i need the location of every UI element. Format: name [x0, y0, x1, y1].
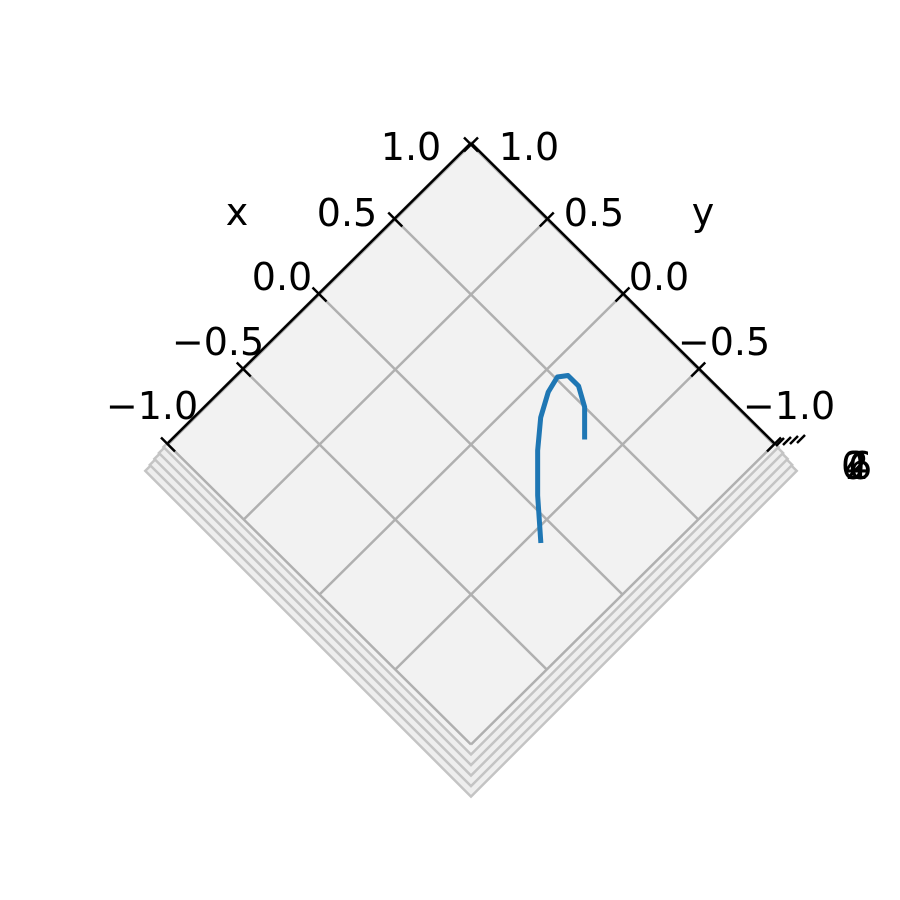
x-tick-label: −0.5: [172, 320, 264, 364]
x-tick-label: 0.0: [252, 255, 312, 299]
y-tick-label: 0.5: [564, 191, 624, 235]
x-gridline-3: [394, 218, 700, 521]
x-tick-label: 0.5: [317, 191, 377, 235]
pane-stack: [143, 140, 799, 799]
series: [535, 373, 588, 544]
z-tick-label: 0: [841, 444, 865, 488]
x-axis-label: x: [226, 190, 249, 234]
x-tick-2: [311, 286, 328, 303]
x-tick-3: [387, 211, 404, 228]
series-line-0: [535, 373, 588, 544]
z-tick-label: 6: [848, 444, 872, 488]
y-tick-2: [614, 286, 631, 303]
z-tick-2: [789, 435, 799, 445]
y-tick-1: [690, 361, 707, 378]
z-tick-label: 4: [844, 444, 868, 488]
z-tick-3: [796, 434, 806, 444]
y-gridline-3: [242, 218, 548, 521]
z-tick-0: [775, 437, 785, 447]
y-tick-label: 1.0: [499, 125, 559, 169]
y-tick-3: [538, 211, 555, 228]
x-tick-label: 1.0: [381, 125, 441, 169]
z-tick-1: [782, 436, 792, 446]
x-tick-0: [160, 436, 176, 453]
y-tick-label: −0.5: [678, 320, 770, 364]
y-tick-4: [463, 136, 479, 153]
y-axis-label: y: [692, 190, 715, 234]
y-tick-label: 0.0: [629, 255, 689, 299]
x-tick-1: [235, 361, 252, 378]
axes: [160, 136, 806, 453]
z-tick-label: 2: [845, 444, 869, 488]
y-tick-0: [766, 436, 782, 453]
y-gridline-2: [318, 293, 624, 596]
x-tick-label: −1.0: [106, 384, 198, 428]
y-tick-label: −1.0: [743, 384, 835, 428]
